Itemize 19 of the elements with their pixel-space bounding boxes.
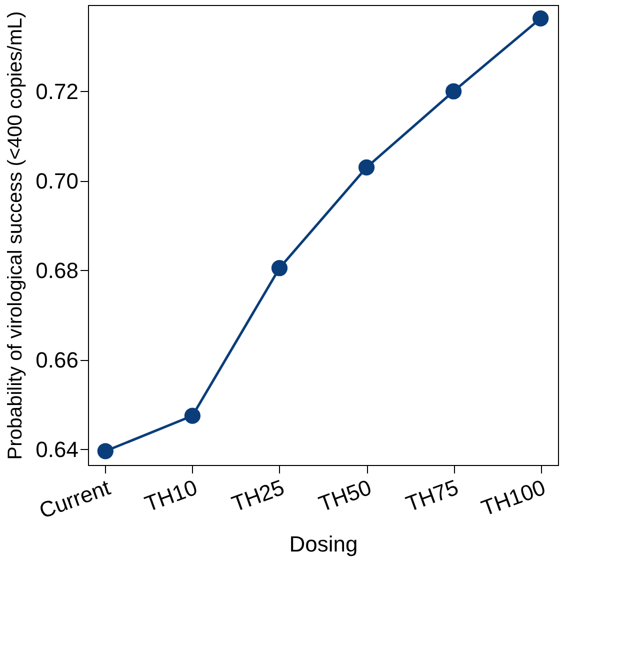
point xyxy=(358,159,375,176)
y-tick-label: 0.70 xyxy=(36,168,78,194)
y-tick-label: 0.66 xyxy=(36,347,78,372)
point xyxy=(184,408,201,424)
y-tick-label: 0.68 xyxy=(36,258,78,283)
x-tick-label: Current xyxy=(36,474,114,524)
x-axis-title: Dosing xyxy=(289,531,358,556)
y-axis-title: Probability of virological success (<400 copies/mL) xyxy=(4,11,27,460)
point xyxy=(97,443,114,460)
y-tick-label: 0.64 xyxy=(36,436,78,462)
x-tick-label: TH25 xyxy=(228,474,288,517)
x-tick-label: TH50 xyxy=(315,474,375,517)
point xyxy=(445,83,462,100)
x-tick-label: TH10 xyxy=(141,474,200,517)
x-tick-label: TH100 xyxy=(478,474,549,521)
point xyxy=(532,10,549,26)
point xyxy=(271,260,288,276)
x-tick-label: TH75 xyxy=(402,474,462,517)
y-tick-label: 0.72 xyxy=(36,78,78,104)
